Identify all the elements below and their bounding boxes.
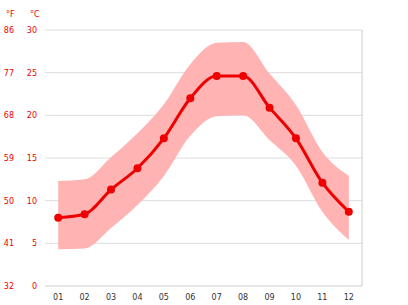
html-text:°C: °C — [30, 10, 40, 19]
svg-text:08: 08 — [238, 293, 248, 302]
svg-text:01: 01 — [53, 293, 63, 302]
svg-text:12: 12 — [344, 293, 354, 302]
svg-text:32: 32 — [8, 282, 14, 291]
svg-text:10: 10 — [291, 293, 301, 302]
svg-text:04: 04 — [132, 293, 142, 302]
svg-text:02: 02 — [80, 293, 90, 302]
svg-text:20: 20 — [27, 111, 37, 120]
svg-text:41: 41 — [8, 239, 14, 248]
svg-text:11: 11 — [317, 293, 327, 302]
svg-text:68: 68 — [8, 111, 14, 120]
svg-text:03: 03 — [106, 293, 116, 302]
svg-text:25: 25 — [27, 69, 37, 78]
svg-text:50: 50 — [8, 197, 14, 206]
svg-text:10: 10 — [27, 197, 37, 206]
svg-text:59: 59 — [8, 154, 14, 163]
svg-text:07: 07 — [212, 293, 222, 302]
svg-text:09: 09 — [264, 293, 274, 302]
html-text:°F: °F — [6, 10, 15, 19]
svg-text:5: 5 — [32, 239, 37, 248]
svg-text:0: 0 — [32, 282, 37, 291]
svg-text:05: 05 — [159, 293, 169, 302]
svg-text:30: 30 — [27, 26, 37, 35]
svg-text:15: 15 — [27, 154, 37, 163]
svg-text:77: 77 — [8, 69, 14, 78]
svg-text:06: 06 — [185, 293, 195, 302]
svg-text:86: 86 — [8, 26, 14, 35]
